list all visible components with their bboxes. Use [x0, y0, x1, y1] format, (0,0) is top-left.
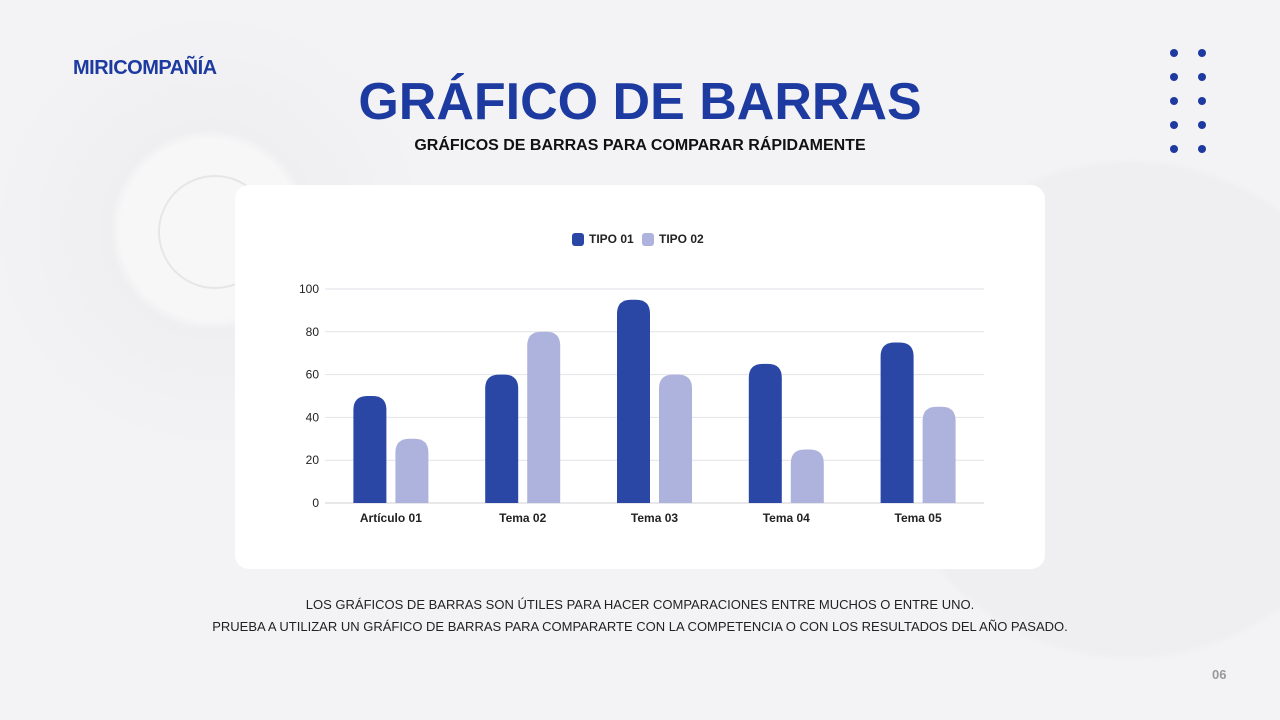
bar-2 — [659, 374, 692, 503]
page-number: 06 — [1212, 667, 1227, 682]
bar-2 — [922, 406, 956, 503]
y-tick-label: 80 — [306, 325, 320, 339]
bar-2 — [527, 331, 561, 503]
y-tick-label: 20 — [306, 453, 320, 467]
bar-2 — [395, 438, 429, 503]
legend-label: TIPO 02 — [659, 232, 704, 246]
bar-2 — [790, 449, 824, 503]
y-tick-label: 100 — [299, 282, 319, 296]
x-tick-label: Tema 04 — [763, 511, 810, 525]
y-tick-label: 40 — [306, 410, 320, 424]
y-tick-label: 0 — [312, 496, 319, 510]
x-tick-label: Artículo 01 — [360, 511, 422, 525]
bar-1 — [748, 363, 782, 503]
page-title: GRÁFICO DE BARRAS — [358, 73, 922, 131]
page-subtitle: GRÁFICOS DE BARRAS PARA COMPARAR RÁPIDAM… — [414, 137, 866, 154]
legend-label: TIPO 01 — [589, 232, 634, 246]
bar-1 — [617, 299, 650, 503]
x-tick-label: Tema 03 — [631, 511, 678, 525]
dot-grid-decoration — [1170, 49, 1212, 153]
legend-swatch — [642, 233, 654, 246]
brand-logo: MIRICOMPAÑÍA — [73, 57, 217, 79]
legend-swatch — [572, 233, 584, 246]
y-tick-label: 60 — [306, 368, 320, 382]
caption: LOS GRÁFICOS DE BARRAS SON ÚTILES PARA H… — [0, 594, 1280, 638]
caption-line: PRUEBA A UTILIZAR UN GRÁFICO DE BARRAS P… — [212, 619, 1068, 634]
x-tick-label: Tema 02 — [499, 511, 546, 525]
caption-line: LOS GRÁFICOS DE BARRAS SON ÚTILES PARA H… — [305, 597, 975, 612]
bar-1 — [353, 396, 387, 503]
bar-1 — [485, 374, 519, 503]
x-tick-label: Tema 05 — [895, 511, 942, 525]
bar-1 — [880, 342, 914, 503]
